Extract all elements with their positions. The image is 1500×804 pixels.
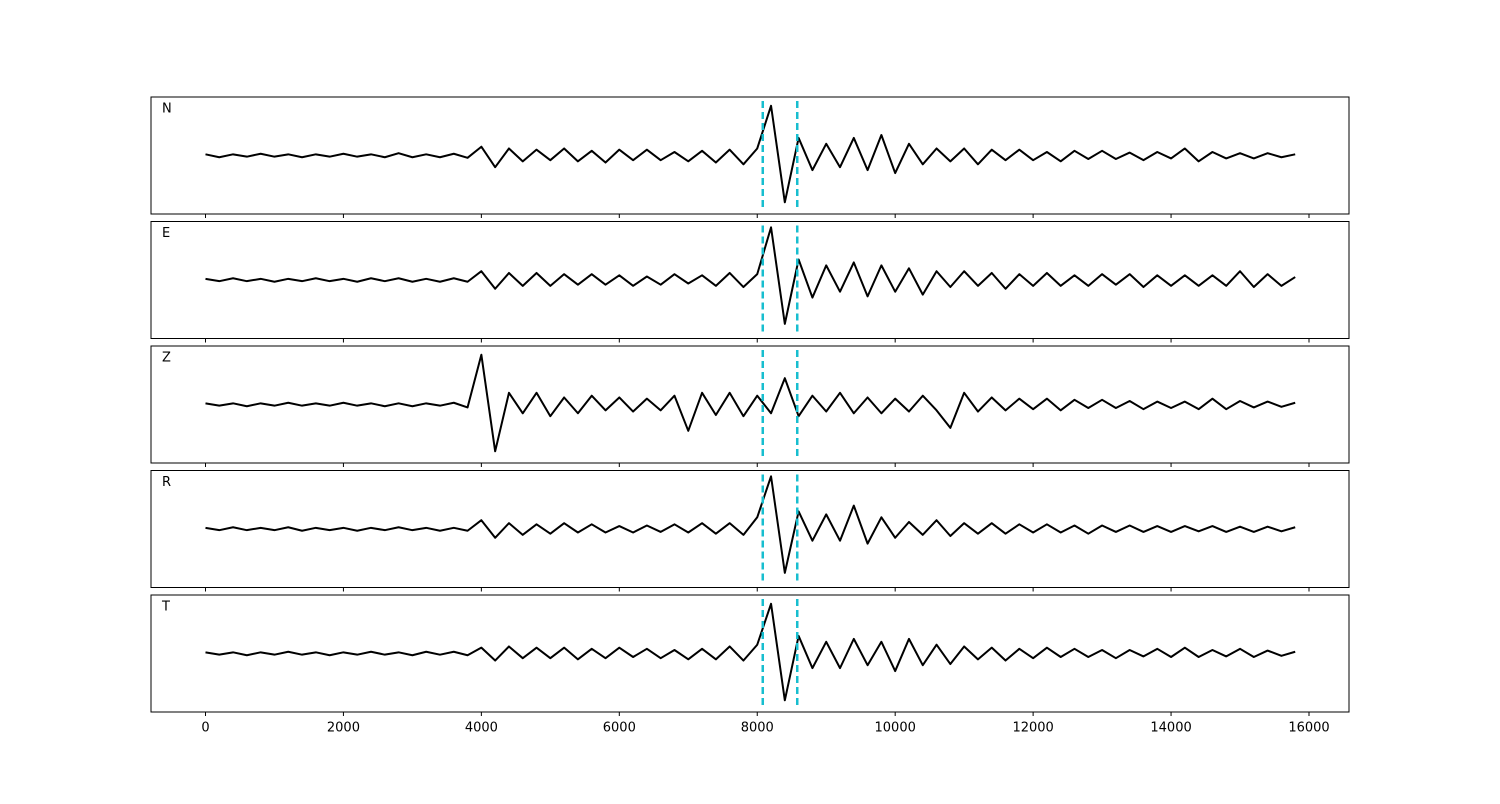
x-tick-label: 8000 (741, 721, 774, 736)
trace (205, 353, 1296, 453)
panel-label: N (162, 102, 172, 117)
panel-label: R (162, 475, 171, 490)
panel-frame (150, 594, 1350, 713)
trace (205, 602, 1296, 702)
panel-frame (150, 345, 1350, 464)
x-tick-label: 12000 (1012, 721, 1053, 736)
x-tick-label: 14000 (1150, 721, 1191, 736)
trace (205, 475, 1296, 574)
panel-label: Z (162, 351, 171, 366)
x-tick-label: 6000 (603, 721, 636, 736)
panel-frame (150, 221, 1350, 339)
x-tick-label: 4000 (465, 721, 498, 736)
trace (205, 226, 1296, 325)
trace (205, 104, 1296, 204)
x-tick-label: 16000 (1288, 721, 1329, 736)
panel-label: T (161, 600, 170, 615)
x-tick-label: 0 (201, 721, 209, 736)
panel-frame (150, 470, 1350, 588)
x-tick-label: 2000 (327, 721, 360, 736)
panel-label: E (162, 226, 170, 241)
panel-frame (150, 96, 1350, 215)
x-tick-label: 10000 (875, 721, 916, 736)
